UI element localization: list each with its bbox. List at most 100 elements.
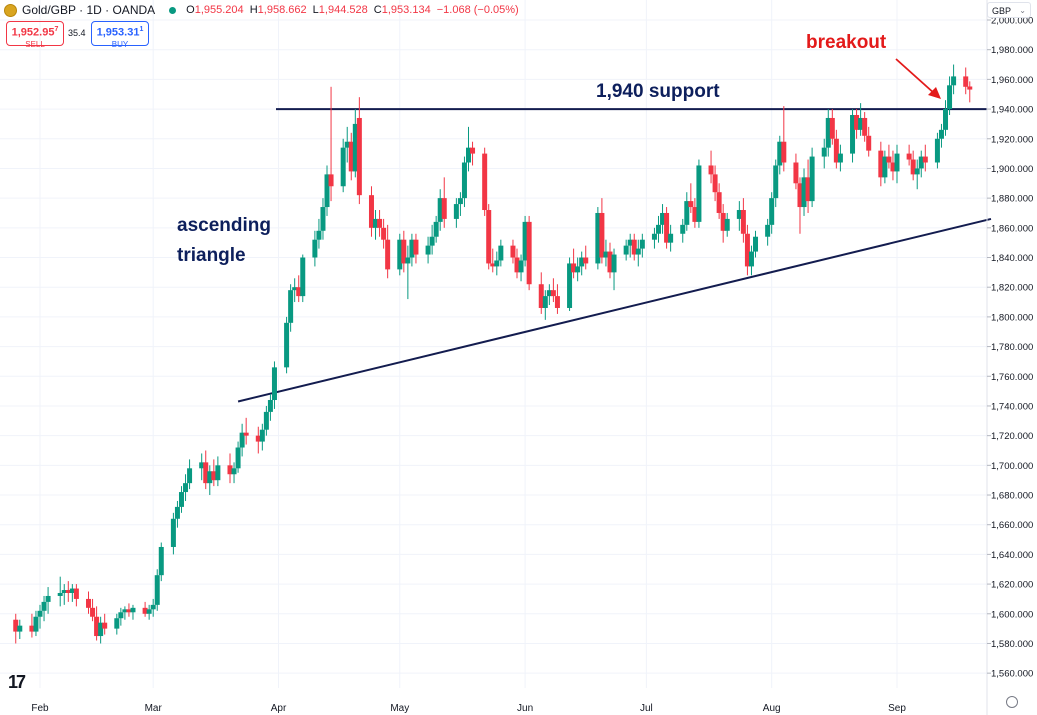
candle-body [943,109,949,130]
candle-body [712,174,718,193]
candle-body [441,198,447,219]
candle-body [86,598,92,608]
candle-body [708,165,714,175]
chevron-down-icon: ⌄ [1019,6,1026,15]
sell-price: 1,952.95 [11,26,55,39]
buy-price: 1,953.31 [96,26,140,39]
low-value: 1,944.528 [318,4,368,16]
currency-select[interactable]: GBP ⌄ [987,2,1031,18]
candle-body [227,465,233,475]
y-tick-label: 1,740.000 [991,401,1033,412]
candle-body [429,236,435,246]
candle-body [288,290,294,323]
candle-body [906,153,912,160]
candle-body [583,257,589,264]
candle-body [538,284,544,308]
candle-body [37,610,43,617]
candle-body [781,141,787,163]
buy-button[interactable]: 1,953.311 BUY [91,21,149,49]
triangle-label-line2: triangle [177,245,246,266]
candle-body [413,239,419,255]
x-tick-label: Mar [145,703,163,714]
currency-label: GBP [992,6,1012,16]
gold-coin-icon [4,3,17,17]
candle-body [631,239,637,255]
candle-body [284,322,290,368]
candle-body [466,147,471,163]
candle-body [425,245,431,255]
close-label: C [373,4,382,16]
candle-body [183,483,189,493]
candle-body [769,198,775,225]
y-tick-label: 1,960.000 [991,75,1033,86]
y-tick-label: 1,820.000 [991,283,1033,294]
candle-body [862,117,868,136]
candle-body [922,156,928,163]
candle-body [368,195,374,228]
candle-body [894,153,900,172]
candle-body [142,607,148,614]
y-tick-label: 1,640.000 [991,550,1033,561]
sell-price-sup: 7 [54,26,59,33]
candle-body [599,212,605,258]
candle-body [344,141,350,148]
low-label: L [312,4,319,16]
candle-body [850,115,856,154]
sell-button[interactable]: 1,952.957 SELL [6,21,64,49]
candle-body [356,117,362,196]
candle-body [518,260,524,273]
y-tick-label: 1,700.000 [991,461,1033,472]
candle-body [340,147,346,187]
settings-gear-icon[interactable] [1006,696,1018,708]
candle-body [150,604,156,610]
candle-body [211,471,217,481]
candle-body [825,117,831,148]
x-tick-label: Feb [31,703,49,714]
candle-body [69,588,75,593]
spread-value: 35.4 [68,28,86,38]
candle-body [607,251,613,273]
triangle-label-line1: ascending [177,215,271,236]
candle-body [33,616,39,632]
ohlc-values: O1,955.204 H1,958.662 L1,944.528 C1,953.… [186,4,522,16]
x-tick-label: May [390,703,409,714]
price-axis[interactable]: 1,560.000 1,580.000 1,600.000 1,620.000 1,64… [986,0,1033,715]
candle-body [158,546,164,576]
candle-body [373,218,379,228]
candle-body [639,239,645,249]
high-label: H [249,4,258,16]
candle-body [17,625,23,632]
candle-body [603,251,609,258]
y-tick-label: 1,560.000 [991,669,1033,680]
candle-body [777,141,783,166]
candle-body [385,239,391,270]
candle-body [668,233,674,243]
candle-body [312,239,318,258]
candle-body [239,432,245,448]
open-label: O [186,4,195,16]
candle-body [41,601,47,611]
candle-body [461,162,467,199]
x-tick-label: Sep [888,703,906,714]
candle-body [409,239,415,258]
candle-body [57,592,63,596]
time-axis[interactable]: Feb Mar Apr May Jun Jul Aug Sep [31,703,906,714]
candle-body [243,432,249,436]
candle-body [61,590,67,593]
symbol-title[interactable]: Gold/GBP · 1D · OANDA [22,3,156,17]
candle-body [170,518,176,547]
candle-body [655,224,661,234]
tradingview-logo-icon[interactable]: 17 [8,672,26,692]
breakout-label: breakout [806,32,887,53]
candle-body [575,266,581,273]
candle-body [433,221,439,237]
candle-body [174,506,180,519]
candle-body [178,492,184,507]
candle-body [146,609,152,614]
candle-body [660,212,666,225]
candle-body [664,212,670,243]
candle-body [453,204,459,219]
breakout-arrow-line [895,58,936,95]
candle-body [914,168,920,175]
